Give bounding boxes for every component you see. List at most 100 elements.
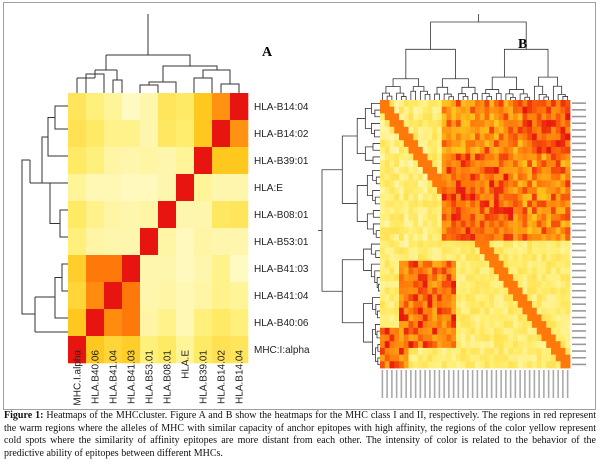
heatmap-b-cell [460, 227, 466, 235]
heatmap-b-col-label-mark [547, 370, 550, 398]
heatmap-a-cell [230, 255, 249, 283]
heatmap-b-cell [460, 213, 466, 221]
heatmap-b-cell [399, 213, 405, 221]
heatmap-b-cell [413, 267, 419, 275]
heatmap-b-row-label-mark [572, 209, 586, 212]
heatmap-a-cell [86, 93, 105, 121]
heatmap-b-row-label-mark [572, 343, 586, 346]
heatmap-b-cell [465, 126, 471, 134]
heatmap-b-cell [399, 314, 405, 322]
heatmap-b-cell [418, 260, 424, 268]
dendrogram-b-left-branch [371, 123, 380, 134]
heatmap-b-cell [527, 314, 533, 322]
heatmap-b-cell [418, 307, 424, 315]
dendrogram-b-left-branch [375, 250, 380, 258]
dendrogram-b-left-branch [372, 223, 380, 235]
heatmap-b-cell [522, 200, 528, 208]
heatmap-b-cell [389, 287, 395, 295]
heatmap-b-cell [470, 113, 476, 121]
heatmap-b-cell [384, 193, 390, 201]
heatmap-b-row-label-mark [572, 216, 586, 218]
heatmap-b-cell [437, 361, 443, 369]
heatmap-b-cell [451, 327, 457, 335]
heatmap-b-cell [565, 247, 571, 255]
heatmap-b-cell [541, 280, 547, 288]
heatmap-b-cell [498, 294, 504, 302]
heatmap-b-cell [551, 341, 557, 349]
heatmap-b-cell [484, 113, 490, 121]
heatmap-b-cell [403, 321, 409, 329]
heatmap-b-cell [427, 160, 433, 168]
heatmap-b-cell [503, 187, 509, 195]
heatmap-b-cell [551, 126, 557, 134]
heatmap-b-cell [384, 267, 390, 275]
heatmap-b-cell [413, 213, 419, 221]
heatmap-b-cell [432, 187, 438, 195]
dendrogram-b-top-branch [533, 85, 544, 100]
heatmap-b-cell [489, 247, 495, 255]
heatmap-b-cell [422, 167, 428, 175]
heatmap-b-cell [456, 267, 462, 275]
heatmap-b-row-label-mark [572, 276, 586, 279]
heatmap-b-cell [408, 180, 414, 188]
heatmap-b-cell [532, 294, 538, 302]
heatmap-b-cell [465, 106, 471, 114]
dendrogram-b-left-branch [377, 283, 380, 292]
heatmap-b-cell [484, 321, 490, 329]
heatmap-a-cell [104, 147, 123, 175]
heatmap-b-cell [422, 287, 428, 295]
heatmap-b-cell [456, 153, 462, 161]
heatmap-b-cell [565, 234, 571, 242]
heatmap-b-cell [399, 341, 405, 349]
heatmap-b-cell [522, 113, 528, 121]
heatmap-b-cell [437, 146, 443, 154]
heatmap-b-cell [503, 173, 509, 181]
heatmap-a-cell [212, 255, 231, 283]
heatmap-b-cell [460, 240, 466, 248]
heatmap-b-cell [517, 247, 523, 255]
heatmap-b-cell [503, 140, 509, 148]
heatmap-b-cell [465, 120, 471, 128]
heatmap-b-cell [489, 274, 495, 282]
heatmap-b-cell [384, 274, 390, 282]
heatmap-b-cell [389, 301, 395, 309]
heatmap-b-cell [555, 160, 561, 168]
heatmap-b-cell [441, 321, 447, 329]
heatmap-b-cell [408, 220, 414, 228]
heatmap-b-cell [441, 274, 447, 282]
heatmap-b-cell [489, 280, 495, 288]
dendrogram-b-top-branch [552, 85, 563, 100]
heatmap-b-cell [470, 294, 476, 302]
heatmap-b-cell [546, 341, 552, 349]
heatmap-b-cell [560, 140, 566, 148]
heatmap-b-cell [498, 106, 504, 114]
heatmap-b-cell [527, 240, 533, 248]
heatmap-b-cell [451, 260, 457, 268]
dendrogram-b-left-branch [374, 324, 380, 335]
dendrogram-b-left-branch [374, 129, 380, 138]
heatmap-b-cell [551, 146, 557, 154]
heatmap-b-cell [532, 106, 538, 114]
heatmap-b-cell [399, 361, 405, 369]
heatmap-b-cell [380, 193, 386, 201]
heatmap-b-cell [498, 180, 504, 188]
heatmap-b-cell [536, 287, 542, 295]
heatmap-b-cell [384, 126, 390, 134]
heatmap-b-cell [489, 207, 495, 215]
heatmap-b-cell [403, 247, 409, 255]
heatmap-b-cell [475, 234, 481, 242]
heatmap-b-cell [546, 200, 552, 208]
heatmap-b-cell [384, 146, 390, 154]
heatmap-b-cell [551, 240, 557, 248]
heatmap-b-cell [498, 200, 504, 208]
heatmap-b-row-label-mark [572, 222, 586, 225]
heatmap-a-cell [230, 147, 249, 175]
heatmap-b-cell [527, 133, 533, 141]
heatmap-b-cell [522, 280, 528, 288]
heatmap-b-cell [441, 301, 447, 309]
heatmap-b-cell [503, 327, 509, 335]
heatmap-b-cell [470, 254, 476, 262]
heatmap-a-cell [194, 93, 213, 121]
heatmap-b-cell [479, 227, 485, 235]
heatmap-b-cell [394, 247, 400, 255]
